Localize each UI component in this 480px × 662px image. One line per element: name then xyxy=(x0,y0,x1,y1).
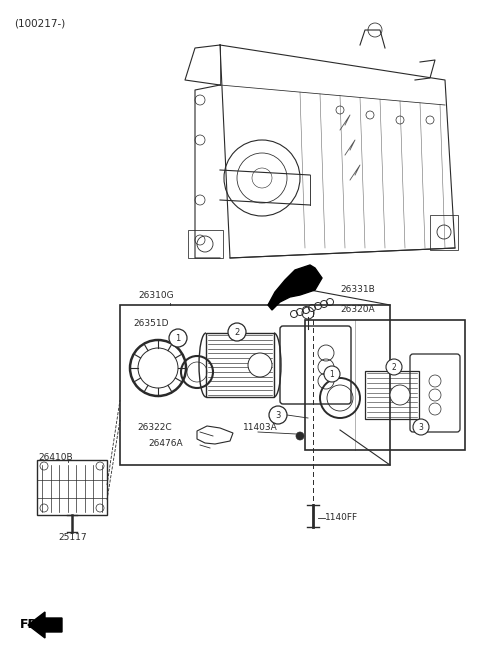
Text: 26310G: 26310G xyxy=(138,291,174,300)
Text: 25117: 25117 xyxy=(58,533,86,542)
Text: FR.: FR. xyxy=(20,618,43,632)
Text: 3: 3 xyxy=(419,422,423,432)
Text: 26410B: 26410B xyxy=(38,453,72,462)
Text: 2: 2 xyxy=(234,328,240,336)
Circle shape xyxy=(169,329,187,347)
Text: 1: 1 xyxy=(175,334,180,342)
Circle shape xyxy=(228,323,246,341)
Circle shape xyxy=(296,432,304,440)
Text: 26351D: 26351D xyxy=(133,319,168,328)
Bar xyxy=(365,371,419,419)
Bar xyxy=(430,215,458,250)
Text: 11403A: 11403A xyxy=(243,423,278,432)
Bar xyxy=(305,320,465,450)
Bar xyxy=(206,333,274,397)
Bar xyxy=(120,305,390,465)
Text: 1140FF: 1140FF xyxy=(325,514,358,522)
Circle shape xyxy=(386,359,402,375)
Text: (100217-): (100217-) xyxy=(14,18,65,28)
Text: 1: 1 xyxy=(330,369,335,379)
Bar xyxy=(188,230,223,258)
Text: 26322C: 26322C xyxy=(137,423,172,432)
Circle shape xyxy=(248,353,272,377)
Polygon shape xyxy=(268,265,322,310)
Bar xyxy=(37,460,107,515)
Text: 26320A: 26320A xyxy=(340,305,374,314)
Circle shape xyxy=(324,366,340,382)
Text: 2: 2 xyxy=(392,363,396,371)
Circle shape xyxy=(390,385,410,405)
Polygon shape xyxy=(28,612,62,638)
Text: 26476A: 26476A xyxy=(148,439,182,448)
Text: 26331B: 26331B xyxy=(340,285,375,294)
Circle shape xyxy=(269,406,287,424)
Circle shape xyxy=(413,419,429,435)
Text: 3: 3 xyxy=(276,410,281,420)
